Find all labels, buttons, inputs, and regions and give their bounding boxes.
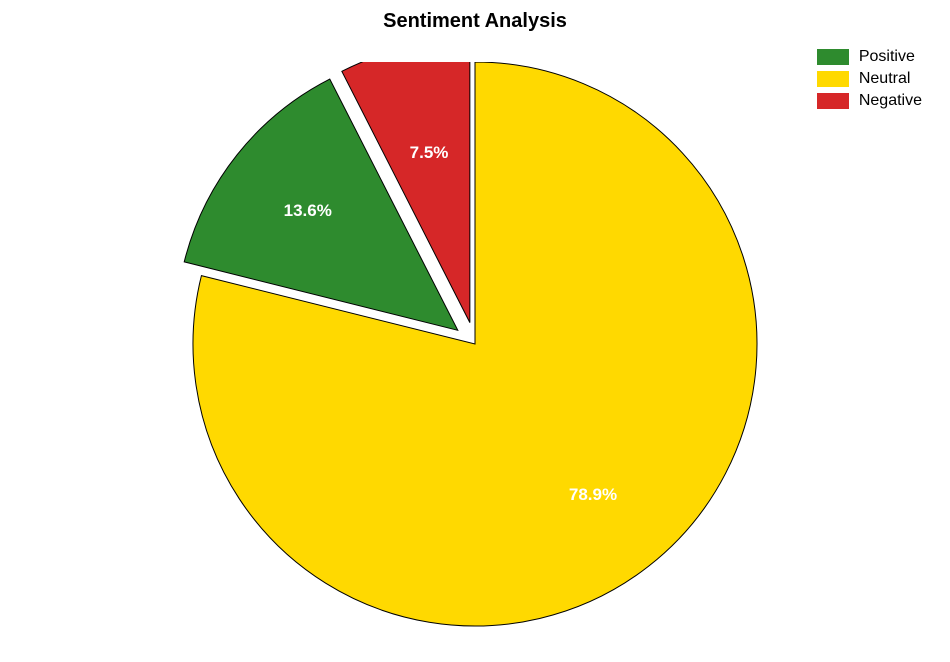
legend-label-positive: Positive [859,48,915,66]
slice-label-negative: 7.5% [410,143,449,163]
legend-item-neutral: Neutral [817,70,922,88]
pie-chart-svg [180,62,770,642]
legend-label-negative: Negative [859,92,922,110]
slice-label-positive: 13.6% [284,201,332,221]
legend-label-neutral: Neutral [859,70,911,88]
legend-item-positive: Positive [817,48,922,66]
legend-item-negative: Negative [817,92,922,110]
sentiment-pie-chart: Sentiment Analysis Positive Neutral Nega… [0,0,950,662]
slice-label-neutral: 78.9% [569,485,617,505]
chart-title: Sentiment Analysis [383,10,567,33]
legend-swatch-negative [817,93,849,109]
legend: Positive Neutral Negative [817,48,922,114]
legend-swatch-positive [817,49,849,65]
legend-swatch-neutral [817,71,849,87]
